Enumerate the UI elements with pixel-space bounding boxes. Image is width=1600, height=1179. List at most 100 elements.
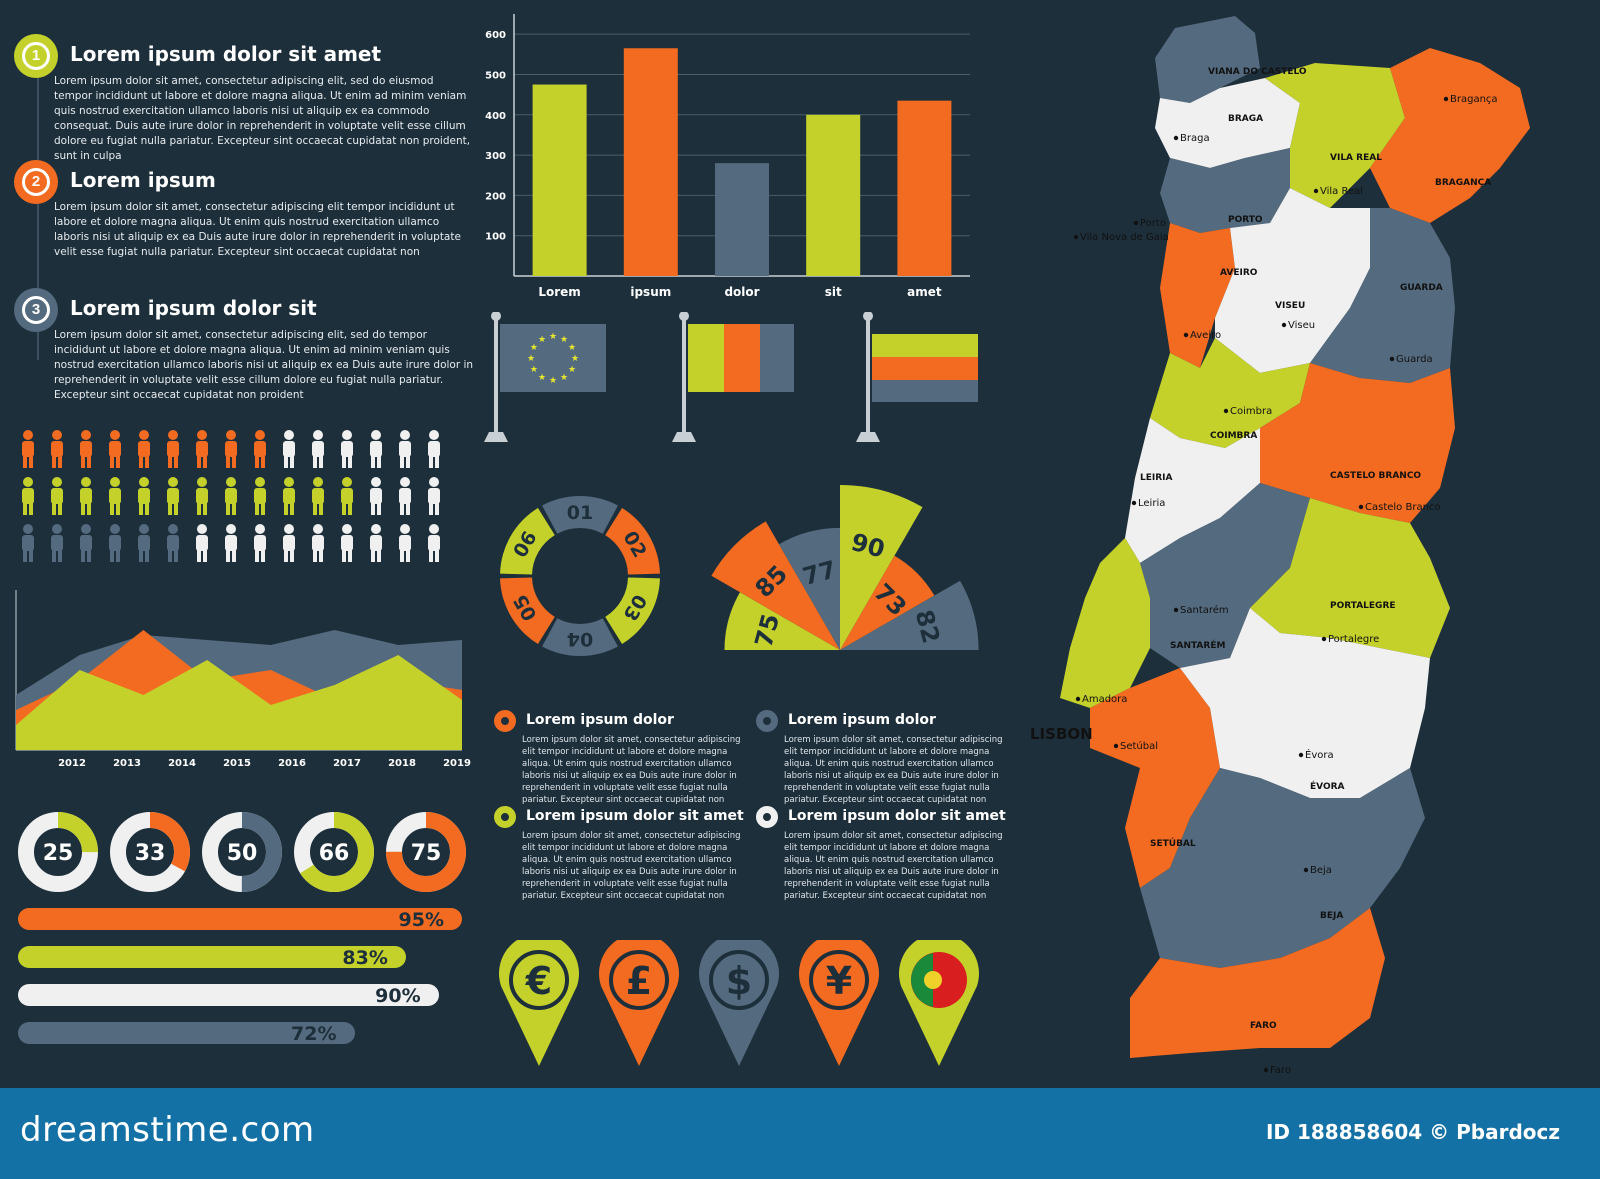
person-icon (254, 477, 266, 515)
district-braga (1155, 78, 1300, 168)
bar-y-tick: 200 (485, 191, 506, 202)
step-title: Lorem ipsum (70, 168, 216, 192)
person-icon (399, 477, 411, 515)
step-number: 3 (22, 296, 50, 324)
donut-label: 75 (411, 841, 442, 866)
person-icon (283, 430, 295, 468)
tricolor-vertical-flag-icon (688, 324, 794, 392)
map-label: Santarém (1180, 604, 1229, 616)
person-icon (428, 524, 440, 562)
currency-pins: € £ $ ¥ (499, 940, 979, 1066)
map-label: Bragança (1450, 94, 1498, 105)
district-beja (1140, 768, 1425, 968)
radial-slice (724, 592, 840, 650)
ring-label: 04 (567, 628, 593, 650)
district-faro (1130, 908, 1385, 1058)
map-label: Faro (1270, 1065, 1291, 1076)
map-label: SANTARÉM (1170, 639, 1225, 651)
map-label: COIMBRA (1210, 431, 1257, 441)
bar-x-tick: Lorem (538, 285, 580, 299)
map-label: VISEU (1275, 301, 1305, 311)
person-icon (51, 477, 63, 515)
district-viana-do-castelo (1155, 16, 1260, 103)
bar-sit (806, 114, 861, 277)
person-icon (399, 430, 411, 468)
pound-icon: £ (599, 940, 679, 1066)
step-number: 1 (22, 42, 50, 70)
district-evora (1180, 608, 1430, 798)
step-body: Lorem ipsum dolor sit amet, consectetur … (54, 201, 461, 258)
district-castelo-branco (1260, 363, 1455, 523)
area-x-tick: 2016 (278, 758, 306, 769)
person-icon (312, 477, 324, 515)
map-label: FARO (1250, 1021, 1277, 1031)
map-label: BRAGANÇA (1435, 178, 1491, 188)
info-body: Lorem ipsum dolor sit amet, consectetur … (522, 735, 741, 805)
step-number-badge: 2 (14, 160, 58, 204)
map-label: BRAGA (1228, 114, 1263, 124)
person-icon (196, 430, 208, 468)
map-label: VIANA DO CASTELO (1208, 67, 1307, 77)
area-x-tick: 2019 (443, 758, 471, 769)
map-label: Setúbal (1120, 740, 1158, 752)
district-leiria (1125, 418, 1260, 563)
svg-text:★: ★ (530, 343, 538, 353)
map-label: SETÚBAL (1150, 837, 1196, 849)
bar-ipsum (623, 48, 678, 277)
area-x-tick: 2015 (223, 758, 251, 769)
district-coimbra (1150, 338, 1310, 448)
map-label: Coimbra (1230, 406, 1272, 417)
progress-bar: 72% (18, 1022, 355, 1045)
map-label: PORTO (1228, 215, 1263, 225)
portugal-flag-icon (899, 940, 979, 1066)
info-title: Lorem ipsum dolor (788, 712, 936, 728)
person-icon (370, 430, 382, 468)
donut-chart: 50 (202, 812, 282, 892)
radial-slice (778, 527, 840, 650)
person-icon (196, 524, 208, 562)
person-icon (254, 524, 266, 562)
bar-y-tick: 400 (485, 111, 506, 122)
person-icon (109, 430, 121, 468)
bar-x-tick: sit (825, 285, 842, 299)
donut-label: 25 (43, 841, 74, 866)
district-guarda (1310, 208, 1455, 383)
map-label: BEJA (1320, 911, 1343, 921)
radial-slice (711, 521, 840, 650)
pin-symbol: ¥ (826, 959, 852, 1003)
area-series-3 (16, 655, 462, 750)
district-santarem (1140, 483, 1310, 668)
area-x-tick: 2017 (333, 758, 361, 769)
area-x-tick: 2012 (58, 758, 86, 769)
bar-y-tick: 300 (485, 151, 506, 162)
person-icon (312, 430, 324, 468)
pin-symbol: € (525, 959, 552, 1003)
footer-logo[interactable]: dreamstime.com (20, 1110, 315, 1150)
radial-slice (840, 580, 979, 650)
person-icon (341, 524, 353, 562)
info-title: Lorem ipsum dolor (526, 712, 674, 728)
step-number-badge: 1 (14, 34, 58, 78)
svg-text:★: ★ (549, 376, 557, 386)
map-label: Amadora (1082, 694, 1127, 705)
person-icon (341, 430, 353, 468)
donut-label: 50 (227, 841, 258, 866)
person-icon (370, 524, 382, 562)
progress-label: 95% (398, 909, 444, 931)
area-x-tick: 2018 (388, 758, 416, 769)
step-title: Lorem ipsum dolor sit (70, 296, 317, 320)
person-icon (399, 524, 411, 562)
donut-label: 33 (135, 841, 166, 866)
bar-lorem (532, 84, 587, 277)
bar-chart: 100 200 300 400 500 600 Lorem ipsum dolor sit amet (485, 14, 970, 299)
person-icon (225, 524, 237, 562)
svg-text:★: ★ (560, 373, 568, 383)
map-label: Guarda (1396, 354, 1433, 365)
info-ring-icon (756, 710, 778, 732)
district-lisboa (1060, 538, 1150, 708)
progress-label: 90% (375, 985, 421, 1007)
map-label: Vila Real (1320, 186, 1363, 197)
flags-row: ★★★★★★★★★ ★ ★★ (484, 312, 978, 442)
